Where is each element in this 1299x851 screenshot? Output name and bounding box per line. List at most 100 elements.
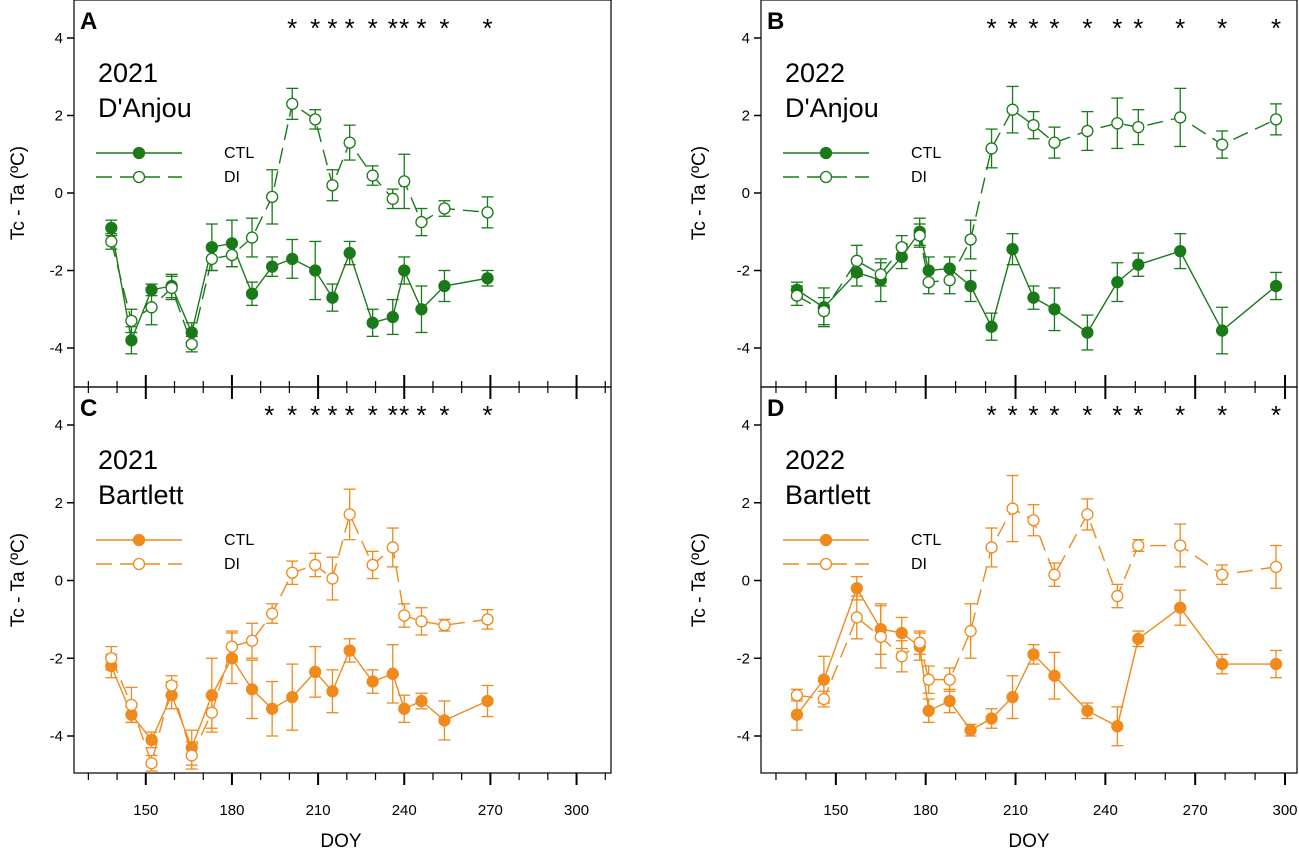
panel-c-significance-star: *	[399, 400, 409, 430]
y-axis-label-bottom-right: Tc - Ta (ºC)	[689, 533, 710, 627]
panel-b-letter: B	[767, 8, 784, 35]
panel-c-significance-star: *	[264, 400, 274, 430]
panel-c-ctl-point	[366, 675, 379, 688]
panel-d-di-point	[943, 673, 956, 686]
panel-d-y-tick-label: 0	[742, 573, 750, 590]
panel-d-year: 2022	[785, 445, 845, 475]
panel-b-di-point	[922, 275, 935, 289]
panel-a-di-point	[481, 206, 494, 219]
panel-b-significance-star: *	[1082, 13, 1092, 43]
panel-b-significance-star: *	[1049, 13, 1059, 43]
panel-c-ctl-point	[265, 702, 279, 715]
panel-b-di-point	[790, 289, 804, 302]
panel-b-di-point	[943, 274, 956, 287]
panel-c-di-point	[265, 607, 279, 620]
panel-a-ctl-point	[125, 334, 138, 347]
panel-d-legend-ctl-label: CTL	[911, 532, 941, 549]
panel-a-y-tick-label: 0	[55, 185, 63, 202]
panel-d-x-tick-label: 210	[1003, 802, 1028, 819]
panel-d-di-point	[1269, 560, 1283, 574]
panel-b-di-point	[1111, 117, 1124, 130]
panel-c-di-point	[386, 541, 399, 554]
panel-c-legend-ctl-marker	[132, 533, 146, 547]
panel-c-di-point	[165, 679, 178, 692]
panel-b-legend-ctl-label: CTL	[911, 145, 941, 162]
panel-a-ctl-point	[398, 264, 411, 277]
panel-a-legend-ctl-label: CTL	[224, 145, 254, 162]
panel-d-di-line	[796, 507, 1277, 700]
x-axis-label-right: DOY	[1008, 831, 1050, 851]
panel-a-cultivar: D'Anjou	[98, 93, 192, 123]
panel-c-ctl-point	[309, 665, 322, 679]
panel-c-di-point	[438, 619, 451, 632]
panel-d-significance-star: *	[1175, 400, 1185, 430]
panel-d-ctl-point	[1006, 690, 1019, 704]
panel-a-year: 2021	[98, 58, 158, 88]
panel-a-ctl-point	[245, 287, 259, 300]
panel-b-y-tick-label: 4	[742, 30, 750, 47]
panel-b-ctl-point	[1027, 291, 1040, 304]
panel-b-significance-star: *	[1175, 13, 1185, 43]
panel-b-ctl-point	[964, 279, 977, 293]
panel-c-di-point	[286, 566, 299, 579]
panel-c-di-point	[125, 698, 138, 712]
panel-c-significance-star: *	[368, 400, 378, 430]
panel-c-di-point	[343, 508, 356, 521]
panel-b-ctl-point	[1048, 303, 1061, 316]
panel-a-ctl-point	[415, 303, 428, 316]
panel-a-di-line	[110, 102, 488, 347]
panel-c-x-tick-label: 210	[306, 802, 331, 819]
panel-a-y-tick-label: -4	[50, 340, 63, 357]
panel-a-di-point	[105, 235, 118, 248]
panel-d-significance-star: *	[987, 400, 997, 430]
panel-d-legend-di-marker	[819, 557, 833, 571]
panel-d-di-point	[1111, 589, 1124, 603]
panel-c-di-point	[145, 757, 158, 770]
panel-d-di-point	[1174, 539, 1187, 552]
panel-c-x-tick-label: 300	[564, 802, 589, 819]
panel-c-y-tick-label: 4	[55, 417, 63, 434]
panel-c-di-point	[415, 615, 428, 628]
y-axis-label-top-right: Tc - Ta (ºC)	[689, 146, 710, 240]
panel-b-di-point	[895, 241, 908, 254]
panel-b-ctl-point	[1132, 258, 1145, 271]
panel-d-letter: D	[767, 395, 784, 422]
panel-b-ctl-point	[1081, 326, 1094, 339]
panel-b-significance-star: *	[1271, 13, 1281, 43]
panel-a-significance-star: *	[399, 13, 409, 43]
panel-a-legend-ctl-marker	[132, 146, 146, 160]
panel-c-ctl-point	[398, 702, 411, 715]
panel-d-ctl-point	[1048, 669, 1061, 682]
panel-a-ctl-point	[366, 316, 379, 329]
panel-a-ctl-point	[386, 310, 399, 324]
panel-b-significance-star: *	[1007, 13, 1017, 43]
panel-b-legend-di-marker	[819, 170, 833, 184]
panel-c-significance-star: *	[345, 400, 355, 430]
panel-c-di-line	[110, 512, 488, 766]
panel-d-di-point	[817, 692, 831, 706]
panel-a-di-point	[398, 175, 411, 188]
panel-d-di-point	[1215, 568, 1229, 581]
panel-b-legend-ctl-marker	[819, 146, 833, 160]
panel-b-di-point	[964, 233, 977, 246]
panel-a-di-point	[245, 231, 259, 244]
panel-c-legend-di-label: DI	[224, 556, 240, 573]
panel-a-significance-star: *	[416, 13, 426, 43]
panel-a-ctl-point	[481, 272, 494, 285]
panel-d-ctl-point	[1269, 657, 1283, 671]
panel-d-ctl-point	[850, 582, 863, 595]
panel-c-ctl-point	[438, 714, 451, 727]
panel-d-ctl-point	[817, 673, 831, 686]
panel-b-ctl-point	[985, 320, 998, 333]
panel-c-significance-star: *	[439, 400, 449, 430]
panel-b-significance-star: *	[1028, 13, 1038, 43]
panel-b-di-point	[850, 254, 863, 267]
panel-c-significance-star: *	[482, 400, 492, 430]
panel-a-di-point	[343, 136, 356, 149]
panel-a-di-point	[165, 281, 178, 295]
panel-b-di-point	[1081, 124, 1094, 138]
panel-b-y-tick-label: -2	[737, 263, 750, 280]
panel-c-di-point	[225, 640, 239, 653]
